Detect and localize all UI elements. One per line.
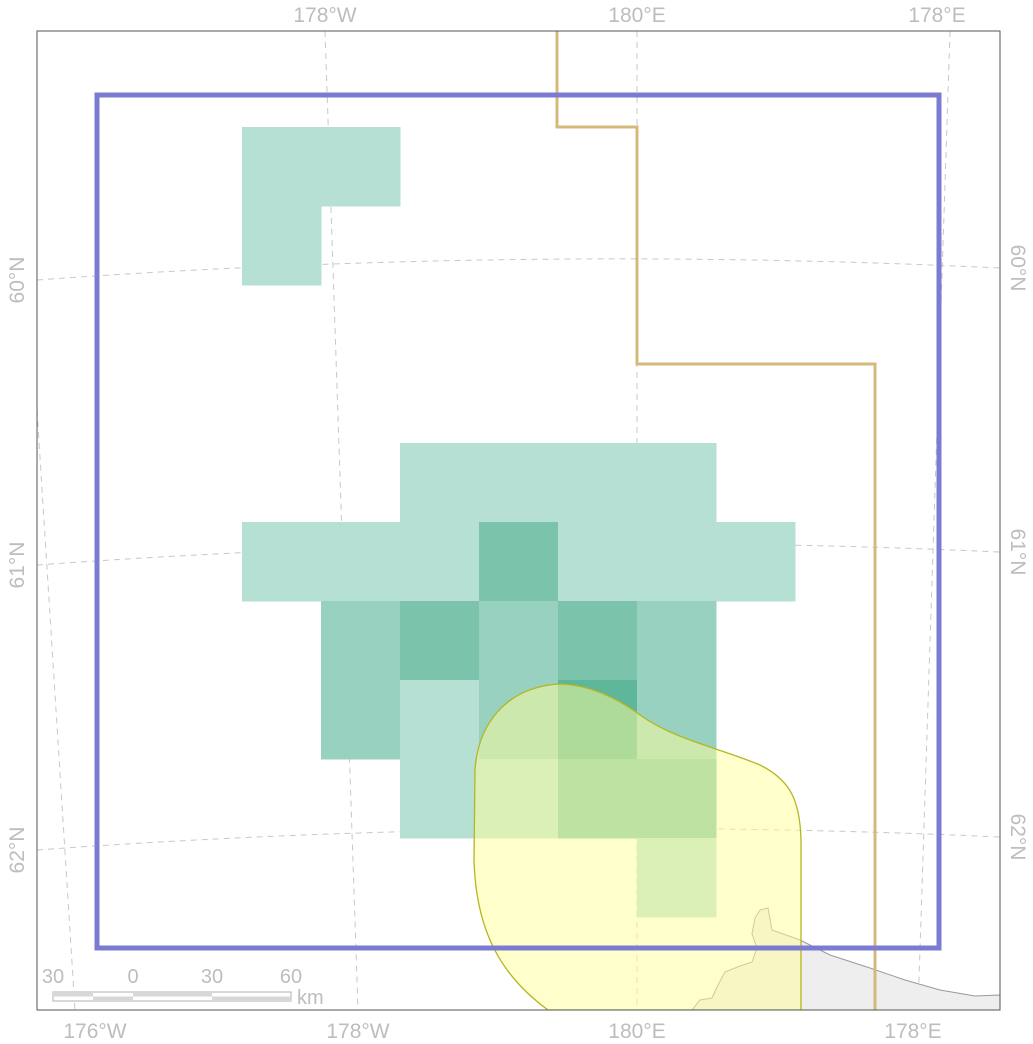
left-label-62n: 62°N xyxy=(6,827,29,874)
map-frame xyxy=(36,30,1001,1011)
grid-cell xyxy=(558,522,638,602)
right-label-60n: 60°N xyxy=(1006,245,1029,292)
grid-cell xyxy=(321,680,401,760)
grid-cell xyxy=(400,522,480,602)
grid-cell xyxy=(321,601,401,681)
grid-cell xyxy=(558,443,638,523)
grid-cell xyxy=(400,759,480,839)
grid-cell xyxy=(479,601,559,681)
scale-unit: km xyxy=(297,987,324,1009)
grid-cell xyxy=(400,601,480,681)
grid-cell xyxy=(242,522,322,602)
bottom-label-178w: 178°W xyxy=(326,1020,389,1043)
grid-cell xyxy=(400,680,480,760)
top-label-180e: 180°E xyxy=(608,4,665,27)
top-label-178w: 178°W xyxy=(293,4,356,27)
scale-tick-60: 60 xyxy=(280,966,302,988)
grid-cell xyxy=(321,522,401,602)
grid-cell xyxy=(479,443,559,523)
grid-cell xyxy=(637,601,717,681)
right-label-62n: 62°N xyxy=(1006,814,1029,861)
left-label-61n: 61°N xyxy=(6,542,29,589)
bottom-label-180e: 180°E xyxy=(608,1020,665,1043)
grid-cell xyxy=(637,443,717,523)
grid-cell xyxy=(479,522,559,602)
scale-bar: 30 0 30 60 km xyxy=(42,966,324,1009)
scale-tick-30-left: 30 xyxy=(42,966,64,988)
grid-cell xyxy=(321,127,401,207)
grid-cell xyxy=(558,601,638,681)
scale-tick-0: 0 xyxy=(127,966,138,988)
grid-cell xyxy=(400,443,480,523)
right-label-61n: 61°N xyxy=(1006,529,1029,576)
grid-cell xyxy=(242,206,322,286)
grid-cell xyxy=(716,522,796,602)
left-label-60n: 60°N xyxy=(6,257,29,304)
grid-cell xyxy=(242,127,322,207)
grid-cell xyxy=(637,522,717,602)
top-label-178e: 178°E xyxy=(908,4,965,27)
study-area-border xyxy=(94,92,942,951)
bottom-label-176w: 176°W xyxy=(63,1020,126,1043)
scale-tick-30: 30 xyxy=(201,966,223,988)
yellow-region xyxy=(473,683,802,1010)
boundary-line xyxy=(555,31,877,1010)
bottom-label-178e: 178°E xyxy=(884,1020,941,1043)
